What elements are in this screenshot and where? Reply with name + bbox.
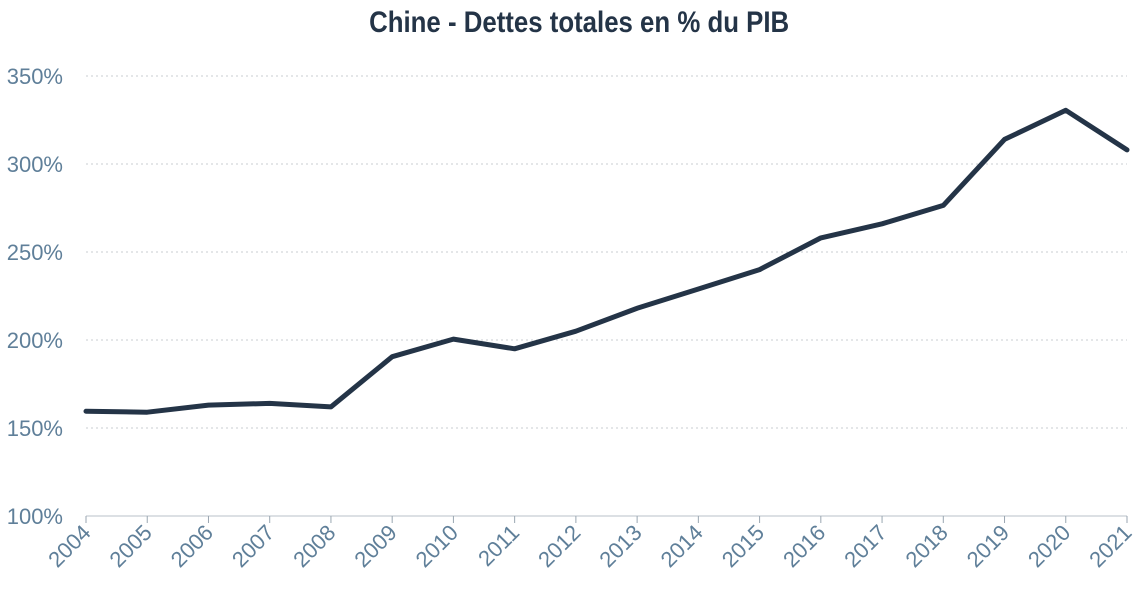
x-tick-label: 2009: [349, 520, 401, 572]
x-tick-label: 2021: [1084, 520, 1136, 572]
y-tick-label: 250%: [7, 240, 63, 265]
y-tick-label: 300%: [7, 152, 63, 177]
x-tick-label: 2011: [473, 520, 524, 571]
x-tick-label: 2020: [1023, 520, 1075, 572]
x-tick-label: 2015: [717, 520, 769, 572]
x-tick-label: 2010: [411, 520, 463, 572]
y-tick-label: 350%: [7, 64, 63, 89]
x-tick-label: 2005: [104, 520, 156, 572]
x-tick-label: 2014: [656, 520, 708, 572]
y-tick-label: 150%: [7, 416, 63, 441]
x-tick-label: 2017: [839, 520, 891, 572]
y-tick-label: 100%: [7, 504, 63, 529]
chart-title: Chine - Dettes totales en % du PIB: [369, 6, 790, 39]
x-tick-label: 2012: [533, 520, 585, 572]
x-tick-label: 2013: [594, 520, 646, 572]
x-tick-label: 2006: [166, 520, 218, 572]
series-line: [83, 107, 1130, 415]
x-tick-label: 2016: [778, 520, 830, 572]
x-tick-label: 2018: [901, 520, 953, 572]
y-tick-label: 200%: [7, 328, 63, 353]
x-tick-label: 2008: [288, 520, 340, 572]
x-tick-label: 2019: [962, 520, 1014, 572]
x-tick-label: 2007: [227, 520, 279, 572]
